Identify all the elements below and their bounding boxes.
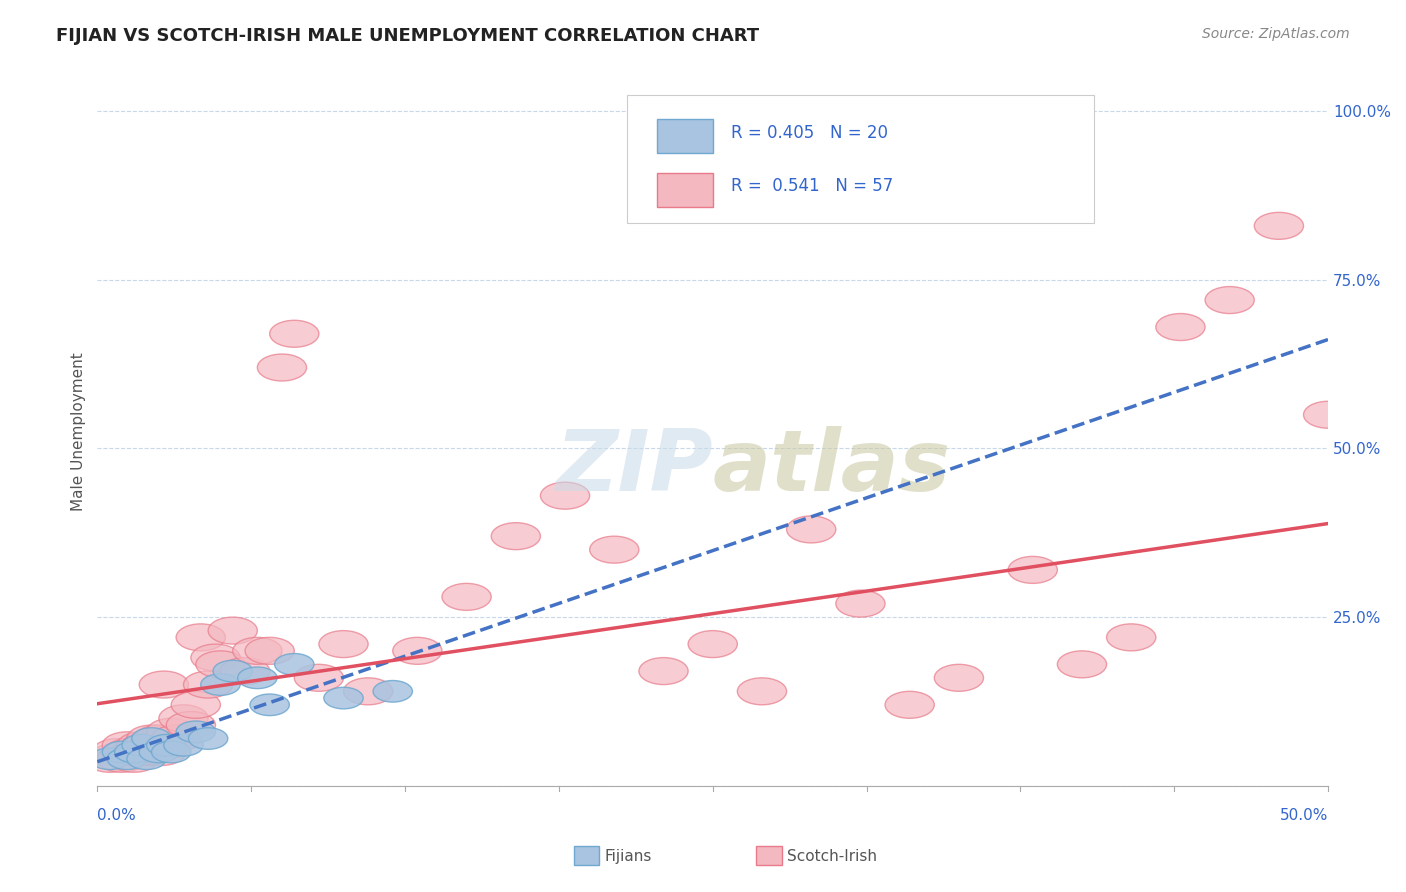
Ellipse shape [1254,212,1303,239]
Text: Source: ZipAtlas.com: Source: ZipAtlas.com [1202,27,1350,41]
Ellipse shape [127,725,176,752]
Ellipse shape [152,725,201,752]
Text: Scotch-Irish: Scotch-Irish [787,849,877,863]
Ellipse shape [589,536,638,563]
Ellipse shape [104,739,155,765]
Text: 0.0%: 0.0% [97,808,136,823]
Ellipse shape [122,731,172,759]
Ellipse shape [884,691,934,718]
Ellipse shape [540,483,589,509]
Ellipse shape [184,671,233,698]
Ellipse shape [491,523,540,549]
Ellipse shape [191,644,240,671]
Ellipse shape [127,748,166,770]
Ellipse shape [132,728,172,749]
Ellipse shape [129,731,179,759]
Ellipse shape [1008,557,1057,583]
Ellipse shape [323,687,363,709]
Ellipse shape [107,748,146,770]
FancyBboxPatch shape [627,95,1094,223]
Ellipse shape [934,665,984,691]
Ellipse shape [146,734,186,756]
FancyBboxPatch shape [658,173,713,207]
Ellipse shape [214,660,253,681]
Text: atlas: atlas [713,425,950,508]
Ellipse shape [245,638,294,665]
Ellipse shape [1205,286,1254,314]
Text: 50.0%: 50.0% [1279,808,1329,823]
Ellipse shape [233,638,283,665]
Ellipse shape [110,746,159,772]
Text: Fijians: Fijians [605,849,652,863]
Text: FIJIAN VS SCOTCH-IRISH MALE UNEMPLOYMENT CORRELATION CHART: FIJIAN VS SCOTCH-IRISH MALE UNEMPLOYMENT… [56,27,759,45]
Ellipse shape [139,671,188,698]
FancyBboxPatch shape [658,120,713,153]
Ellipse shape [373,681,412,702]
Ellipse shape [274,654,314,675]
Ellipse shape [135,725,184,752]
Ellipse shape [319,631,368,657]
Ellipse shape [1156,314,1205,341]
Ellipse shape [117,731,166,759]
Ellipse shape [112,739,162,765]
Ellipse shape [638,657,688,684]
Ellipse shape [688,631,737,657]
Ellipse shape [103,741,142,763]
Ellipse shape [221,657,270,684]
Ellipse shape [152,741,191,763]
Ellipse shape [146,718,195,746]
Ellipse shape [1303,401,1353,428]
Ellipse shape [136,739,186,765]
Ellipse shape [103,731,152,759]
Ellipse shape [441,583,491,610]
Ellipse shape [294,665,343,691]
Ellipse shape [97,746,146,772]
Ellipse shape [250,694,290,715]
Ellipse shape [142,731,191,759]
Ellipse shape [172,691,221,718]
Ellipse shape [737,678,786,705]
Text: R =  0.541   N = 57: R = 0.541 N = 57 [731,177,893,194]
Ellipse shape [1353,678,1402,705]
Ellipse shape [166,712,215,739]
Ellipse shape [84,746,135,772]
Ellipse shape [201,673,240,696]
Ellipse shape [93,739,142,765]
Ellipse shape [257,354,307,381]
Ellipse shape [159,705,208,731]
Ellipse shape [90,748,129,770]
Ellipse shape [122,734,162,756]
Ellipse shape [188,728,228,749]
Ellipse shape [195,651,245,678]
Text: R = 0.405   N = 20: R = 0.405 N = 20 [731,124,889,143]
Ellipse shape [270,320,319,347]
Ellipse shape [343,678,392,705]
Ellipse shape [1057,651,1107,678]
Ellipse shape [176,721,215,742]
Ellipse shape [120,739,169,765]
Ellipse shape [176,624,225,651]
Ellipse shape [238,667,277,689]
Ellipse shape [124,739,174,765]
Text: ZIP: ZIP [555,425,713,508]
Ellipse shape [835,591,884,617]
Ellipse shape [392,638,441,665]
Ellipse shape [208,617,257,644]
Ellipse shape [786,516,835,543]
Ellipse shape [165,734,204,756]
Y-axis label: Male Unemployment: Male Unemployment [72,352,86,511]
Ellipse shape [114,741,155,763]
Ellipse shape [139,741,179,763]
Ellipse shape [1107,624,1156,651]
